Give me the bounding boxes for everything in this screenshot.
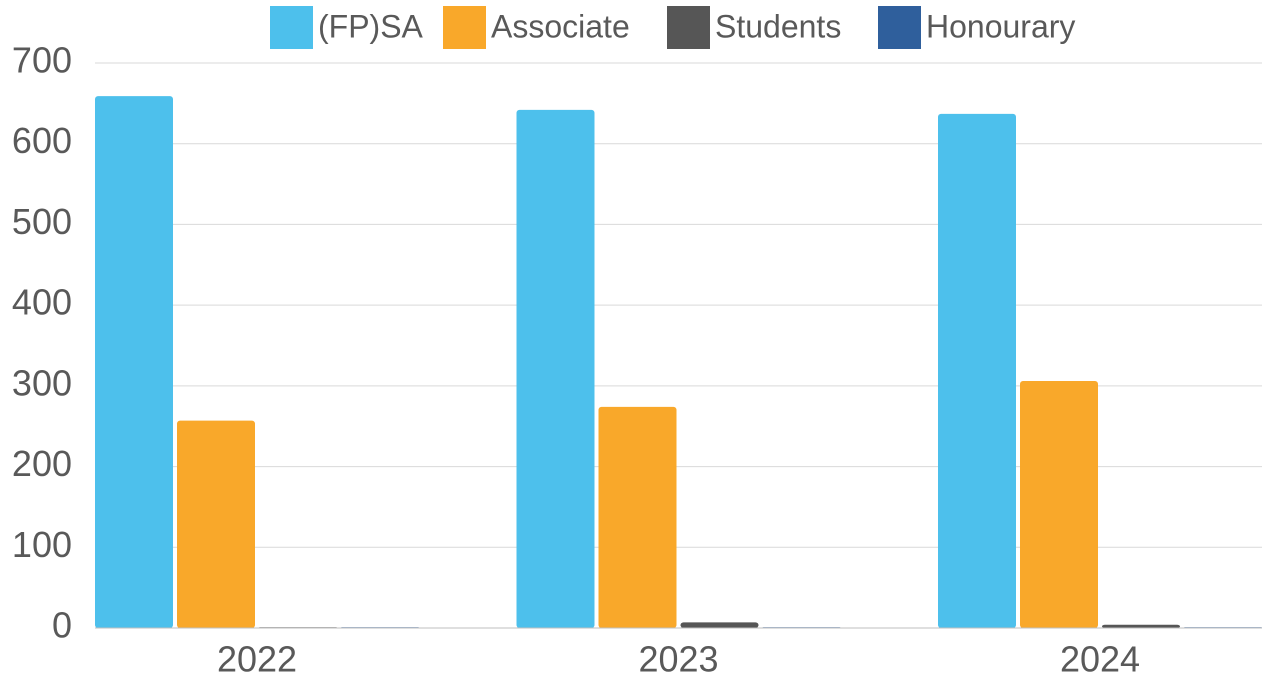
y-tick-label: 300	[12, 362, 72, 403]
bar	[1102, 624, 1180, 628]
bar	[598, 406, 677, 628]
y-tick-label: 100	[12, 524, 72, 565]
x-tick-label: 2023	[638, 639, 718, 680]
y-tick-label: 500	[12, 201, 72, 242]
bar	[95, 96, 173, 629]
bar	[938, 113, 1016, 629]
legend-swatch	[270, 6, 313, 49]
bar	[177, 420, 255, 628]
y-tick-label: 400	[12, 282, 72, 323]
y-tick-label: 700	[12, 40, 72, 81]
y-tick-label: 200	[12, 443, 72, 484]
legend-swatch	[667, 6, 710, 49]
legend-label: Associate	[491, 8, 630, 44]
legend-label: (FP)SA	[318, 8, 424, 44]
x-tick-label: 2022	[217, 639, 297, 680]
bar	[516, 109, 595, 629]
y-tick-label: 600	[12, 120, 72, 161]
bar	[680, 622, 759, 628]
legend-label: Honourary	[926, 8, 1075, 44]
bar	[1020, 381, 1098, 628]
legend-swatch	[443, 6, 486, 49]
legend-label: Students	[715, 8, 841, 44]
y-tick-label: 0	[52, 605, 72, 646]
legend-swatch	[878, 6, 921, 49]
x-tick-label: 2024	[1060, 639, 1140, 680]
